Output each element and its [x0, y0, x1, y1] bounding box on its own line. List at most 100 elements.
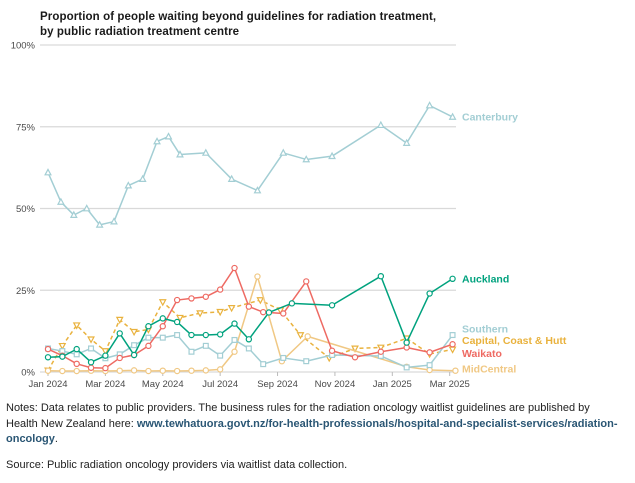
data-point-marker	[403, 364, 410, 371]
data-point-marker	[159, 334, 166, 341]
data-point-marker	[245, 345, 252, 352]
data-point-marker	[253, 186, 262, 194]
data-point-marker	[173, 367, 181, 375]
data-point-marker	[131, 342, 138, 349]
data-point-marker	[102, 352, 109, 359]
data-point-marker	[231, 348, 238, 355]
data-point-marker	[227, 174, 236, 182]
data-point-marker	[402, 138, 411, 146]
data-point-marker	[102, 364, 109, 372]
data-point-marker	[188, 331, 195, 339]
data-point-marker	[87, 358, 95, 366]
x-tick-label: Mar 2024	[85, 379, 125, 390]
data-point-marker	[145, 323, 152, 330]
series-line	[47, 267, 453, 369]
data-point-marker	[377, 272, 385, 280]
x-tick-label: Mar 2025	[430, 379, 470, 390]
data-point-marker	[101, 348, 110, 356]
data-point-marker	[153, 137, 161, 145]
data-point-marker	[82, 204, 91, 212]
data-point-marker	[145, 334, 152, 341]
data-point-marker	[216, 331, 224, 338]
series-label: Canterbury	[462, 111, 518, 123]
series-waikato: Waikato	[44, 264, 502, 372]
data-point-marker	[377, 348, 385, 355]
data-point-marker	[59, 353, 66, 360]
y-tick-label: 0%	[21, 368, 35, 379]
data-point-marker	[124, 181, 133, 189]
data-point-marker	[328, 302, 336, 309]
data-point-marker	[256, 297, 265, 305]
data-point-marker	[130, 351, 138, 359]
series-line	[47, 104, 453, 226]
data-point-marker	[303, 358, 310, 365]
data-point-marker	[448, 112, 457, 120]
data-point-marker	[280, 310, 287, 317]
data-point-marker	[73, 367, 80, 375]
data-point-marker	[452, 367, 459, 374]
data-point-marker	[158, 299, 167, 307]
y-tick-label: 75%	[16, 122, 36, 133]
x-tick-label: Jan 2024	[28, 379, 67, 390]
data-point-marker	[288, 300, 296, 307]
notes-link[interactable]: www.tewhatuora.govt.nz/for-health-profes…	[6, 417, 618, 446]
data-point-marker	[116, 367, 123, 374]
data-point-marker	[328, 347, 336, 354]
data-point-marker	[174, 332, 181, 339]
series-auckland: Auckland	[44, 272, 509, 366]
data-point-marker	[302, 155, 311, 163]
data-point-marker	[216, 286, 224, 293]
series-label: Southern	[462, 323, 508, 335]
chart-title-line2: by public radiation treatment centre	[40, 25, 240, 38]
data-point-marker	[87, 364, 95, 371]
data-point-marker	[72, 322, 81, 330]
data-point-marker	[426, 366, 433, 374]
data-point-marker	[188, 348, 195, 355]
data-point-marker	[44, 345, 52, 353]
series-line	[47, 275, 453, 363]
data-point-marker	[44, 367, 52, 374]
data-point-marker	[304, 333, 311, 340]
data-point-marker	[265, 309, 273, 316]
data-point-marker	[58, 342, 67, 351]
y-tick-label: 25%	[16, 286, 36, 297]
x-tick-label: Sep 2024	[257, 379, 298, 390]
data-point-marker	[426, 349, 433, 356]
data-point-marker	[449, 341, 456, 348]
data-point-marker	[73, 351, 80, 358]
data-point-marker	[303, 278, 310, 285]
series-canterbury: Canterbury	[44, 101, 518, 228]
data-point-marker	[403, 339, 410, 346]
data-point-marker	[216, 366, 224, 373]
data-point-marker	[110, 217, 118, 225]
data-point-marker	[115, 316, 124, 325]
data-point-marker	[44, 354, 52, 361]
data-point-marker	[217, 352, 224, 359]
data-point-marker	[201, 148, 210, 156]
data-point-marker	[449, 275, 456, 283]
data-point-marker	[95, 220, 104, 228]
chart-title-line1: Proportion of people waiting beyond guid…	[40, 11, 437, 23]
series-line	[47, 299, 453, 371]
chart-title: Proportion of people waiting beyond guid…	[40, 10, 600, 40]
data-point-marker	[260, 361, 267, 368]
y-tick-label: 50%	[16, 204, 36, 215]
x-tick-label: May 2024	[142, 379, 184, 390]
data-point-marker	[449, 332, 456, 339]
data-point-marker	[425, 101, 434, 109]
data-point-marker	[254, 273, 261, 280]
data-point-marker	[145, 342, 152, 350]
data-point-marker	[59, 367, 66, 375]
data-point-marker	[176, 314, 184, 323]
data-point-marker	[116, 354, 123, 362]
x-tick-label: Jan 2025	[373, 379, 412, 390]
data-point-marker	[227, 305, 236, 313]
data-point-marker	[196, 310, 204, 318]
x-tick-label: Nov 2024	[315, 379, 356, 390]
data-point-marker	[130, 367, 138, 374]
data-point-marker	[159, 323, 166, 330]
data-point-marker	[159, 315, 166, 322]
data-point-marker	[231, 320, 238, 327]
data-point-marker	[231, 336, 238, 343]
data-point-marker	[87, 336, 95, 344]
